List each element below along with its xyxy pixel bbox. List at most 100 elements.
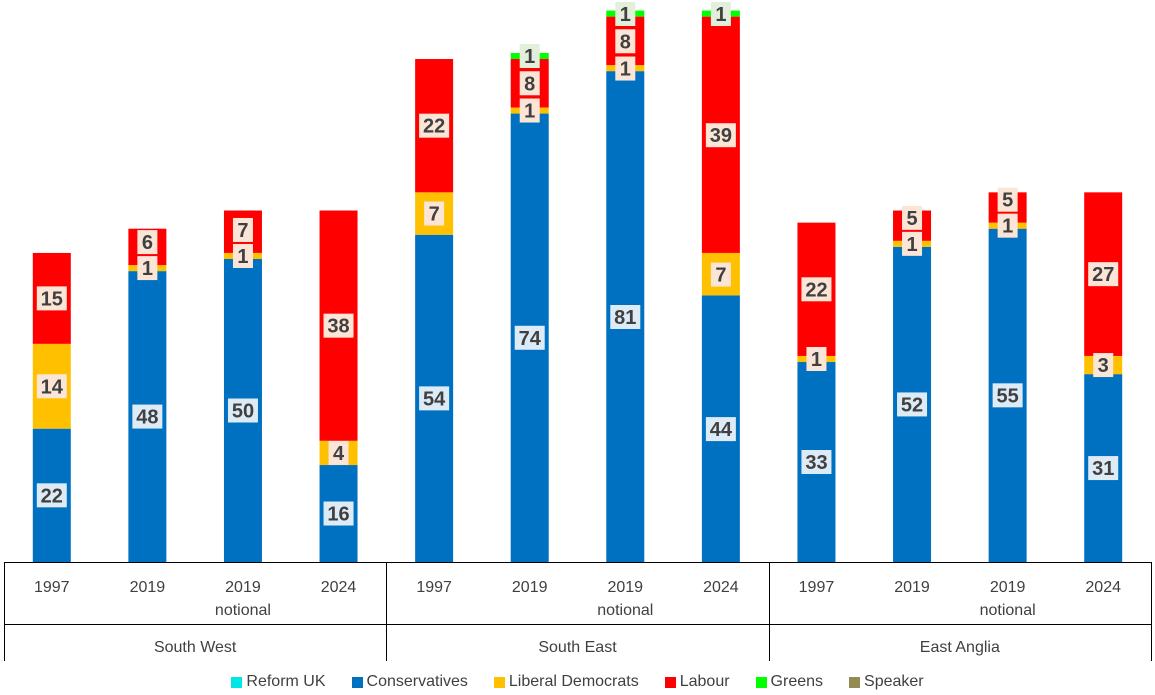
data-label-box [328,440,349,465]
data-label-box [710,2,731,26]
data-label: 22 [41,485,63,507]
data-label-box [323,501,354,526]
region-label: East Anglia [920,639,1000,656]
data-label-box [419,113,450,138]
data-label: 33 [805,452,827,474]
data-label-box [519,43,540,68]
data-label-box [902,205,923,230]
data-label: 5 [906,208,917,230]
data-label: 52 [901,394,923,416]
x-tick-label: 2024 [1085,579,1121,596]
data-label-box [424,201,445,226]
data-label: 74 [519,328,542,350]
x-tick-label: 2019 [225,579,261,596]
data-label-box [36,286,67,311]
data-label-box [801,450,832,475]
data-label: 1 [620,59,631,81]
legend-label: Reform UK [246,673,326,690]
x-tick-label: 2024 [703,579,739,596]
data-label-box [997,213,1018,238]
data-label: 54 [423,388,446,410]
x-tick-label: 1997 [416,579,452,596]
data-label-box [227,398,258,423]
x-tick-label: 1997 [799,579,835,596]
x-tick-label: 2019 [130,579,166,596]
data-label-box [806,346,827,371]
data-label: 1 [1002,216,1013,238]
data-label-box [137,230,158,255]
data-label: 22 [805,279,827,301]
data-label: 7 [237,220,248,242]
region-label: South East [538,639,617,656]
data-label-box [132,404,163,429]
data-label-box [710,262,731,287]
data-label-box [419,386,450,411]
legend-label: Greens [770,673,824,690]
data-label-box [902,231,923,256]
legend-label: Speaker [864,673,924,690]
data-label-box [519,71,540,96]
x-tick-label: notional [980,602,1036,619]
data-label: 44 [710,419,733,441]
x-tick-label: notional [215,602,271,619]
data-label: 50 [232,401,254,423]
data-label: 39 [710,125,732,147]
data-label: 3 [1098,355,1109,377]
data-label-box [610,305,641,329]
data-label: 5 [1002,190,1013,212]
data-label-box [615,56,636,81]
data-label-box [232,243,253,268]
stacked-bar-chart: 22141519974816201950172019notional164382… [4,2,1152,661]
data-label: 1 [906,234,917,256]
data-label-box [1093,353,1114,378]
data-label: 1 [620,4,631,26]
data-label-box [323,313,354,338]
x-tick-label: 2019 [894,579,930,596]
data-label-box [36,483,67,508]
data-label-box [992,383,1023,408]
data-label: 16 [327,504,349,526]
data-label-box [897,392,928,417]
data-label: 15 [41,288,63,310]
legend-item: Greens [755,673,824,691]
x-tick-label: 2024 [321,579,357,596]
chart-legend: Reform UK Conservatives Liberal Democrats L… [0,673,1155,691]
data-label: 14 [41,376,64,398]
legend-swatch [351,676,363,688]
data-label: 1 [237,246,248,268]
data-label: 22 [423,116,445,138]
x-tick-label: 2019 [512,579,548,596]
legend-swatch [493,676,505,688]
legend-item: Liberal Democrats [493,673,639,691]
data-label: 4 [333,443,345,465]
data-label-box [36,374,67,399]
x-tick-label: 2019 [607,579,643,596]
data-label-box [615,2,636,26]
data-label: 55 [997,385,1019,407]
data-label-box [615,29,636,54]
data-label: 7 [715,265,726,287]
x-tick-label: notional [597,602,653,619]
data-label-box [514,325,545,350]
data-label: 1 [811,349,822,371]
legend-swatch [849,676,861,688]
data-label-box [232,217,253,242]
legend-swatch [231,676,243,688]
data-label: 81 [614,307,636,329]
x-tick-label: 2019 [990,579,1026,596]
data-label: 27 [1092,264,1114,286]
data-label: 8 [620,31,631,53]
data-label-box [1088,262,1119,287]
data-label: 1 [142,258,153,280]
data-label: 7 [429,204,440,226]
data-label-box [137,256,158,281]
data-label-box [801,277,832,302]
data-label: 1 [715,4,726,26]
legend-swatch [755,676,767,688]
data-label: 38 [327,316,349,338]
data-label-box [705,123,736,148]
data-label-box [1088,456,1119,481]
data-label: 48 [136,407,158,429]
data-label: 6 [142,232,153,254]
legend-item: Labour [664,673,730,691]
